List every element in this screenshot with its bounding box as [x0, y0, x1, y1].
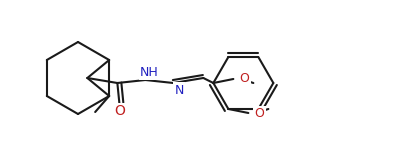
Text: N: N: [175, 84, 184, 96]
Text: O: O: [254, 108, 264, 120]
Text: NH: NH: [140, 66, 159, 79]
Text: O: O: [114, 104, 125, 118]
Text: O: O: [239, 71, 249, 85]
